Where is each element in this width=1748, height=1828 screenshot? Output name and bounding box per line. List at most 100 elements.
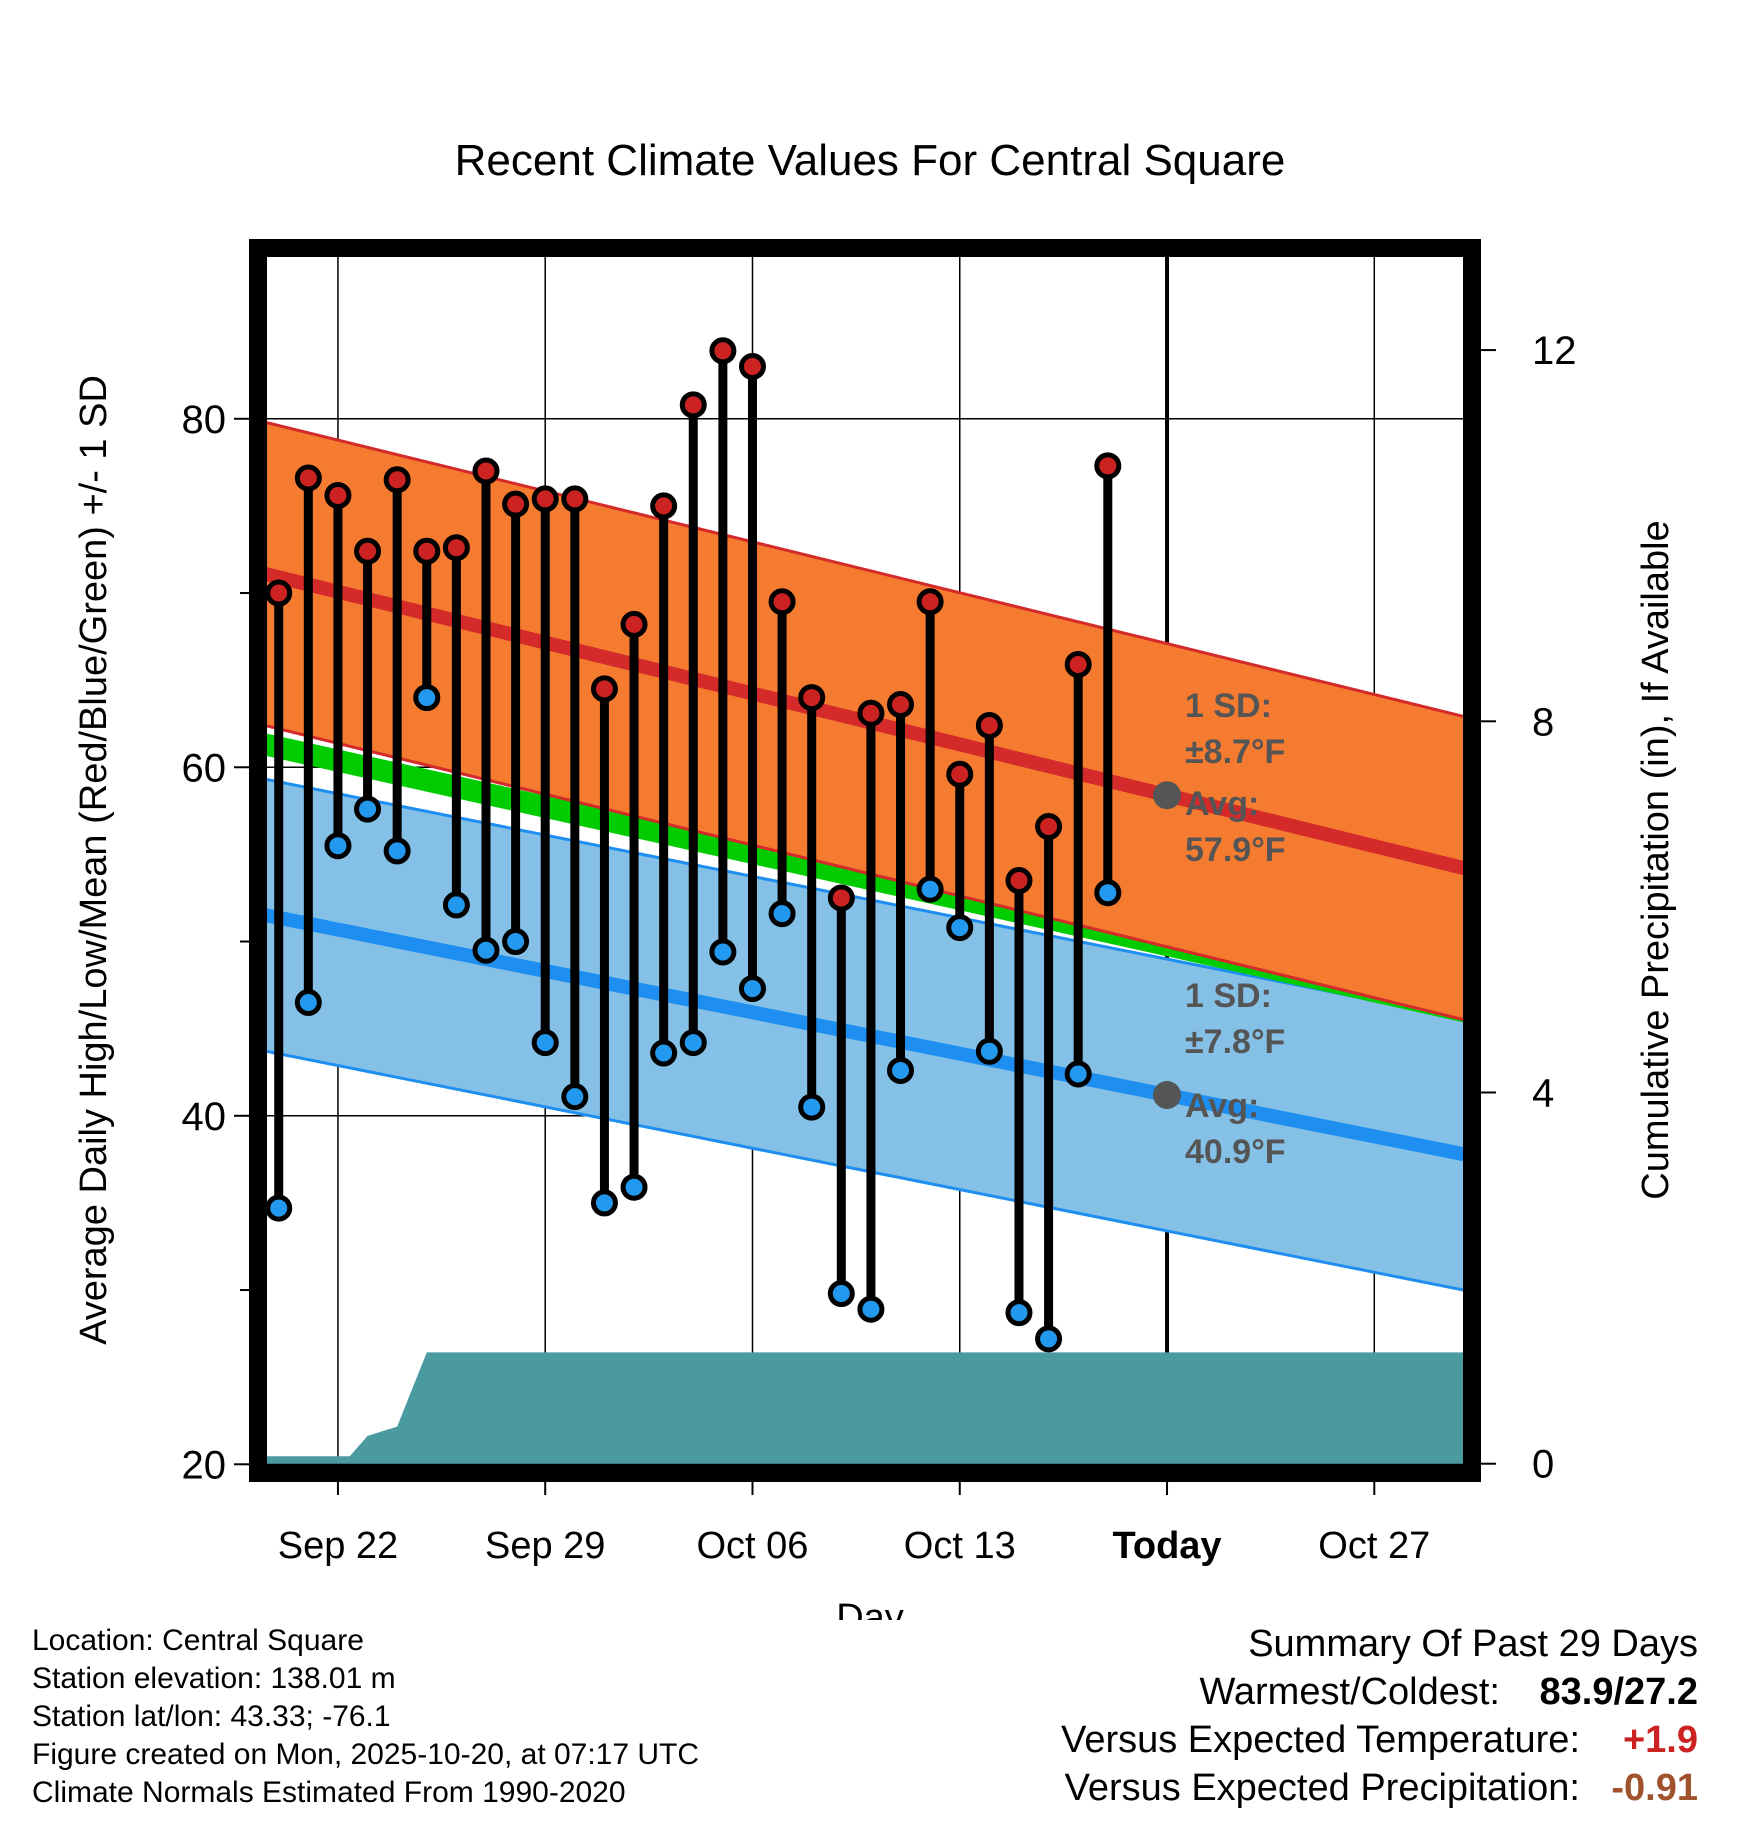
y-tick-label: 60 <box>182 746 227 790</box>
high-marker <box>1035 813 1063 841</box>
y-axis-label: Average Daily High/Low/Mean (Red/Blue/Gr… <box>73 375 115 1345</box>
high-marker <box>679 391 707 419</box>
low-marker <box>1035 1325 1063 1353</box>
low-marker <box>294 989 322 1017</box>
precip-area <box>258 1352 1472 1464</box>
low-marker <box>1064 1060 1092 1088</box>
high-marker <box>650 492 678 520</box>
high-marker <box>916 588 944 616</box>
low-sd-annotation: 1 SD: <box>1185 977 1272 1015</box>
elevation-text: Station elevation: 138.01 m <box>32 1662 396 1695</box>
y2-axis: 0 4 8 12 <box>1481 329 1577 1487</box>
high-marker <box>413 537 441 565</box>
high-marker <box>354 537 382 565</box>
x-tick-label: Oct 13 <box>904 1525 1016 1567</box>
y-axis: 20 40 60 80 <box>182 398 249 1487</box>
high-marker <box>294 464 322 492</box>
precip-row: Versus Expected Precipitation: -0.91 <box>1061 1764 1698 1812</box>
high-marker <box>324 481 352 509</box>
temp-row: Versus Expected Temperature: +1.9 <box>1061 1716 1698 1764</box>
x-tick-label: Oct 27 <box>1318 1525 1430 1567</box>
daily-markers <box>265 337 1122 1353</box>
climate-chart: Recent Climate Values For Central Square… <box>73 136 1677 1620</box>
low-marker <box>857 1295 885 1323</box>
x-tick-label: Oct 06 <box>697 1525 809 1567</box>
precip-value: -0.91 <box>1611 1767 1698 1809</box>
high-marker <box>709 337 737 365</box>
normal-annotations: 1 SD: ±8.7°F Avg: 57.9°F 1 SD: ±7.8°F Avg: 40.9… <box>1153 687 1286 1171</box>
low-marker <box>354 795 382 823</box>
low-marker <box>620 1173 648 1201</box>
high-marker <box>472 457 500 485</box>
low-avg-annotation: Avg: <box>1185 1087 1259 1125</box>
warm-cold-row: Warmest/Coldest: 83.9/27.2 <box>1061 1668 1698 1716</box>
station-info: Location: Central Square Station elevati… <box>32 1622 699 1812</box>
warm-cold-label: Warmest/Coldest: <box>1199 1671 1500 1713</box>
low-marker <box>472 936 500 964</box>
low-marker <box>887 1056 915 1084</box>
temp-label: Versus Expected Temperature: <box>1061 1719 1580 1761</box>
x-axis: Sep 22 Sep 29 Oct 06 Oct 13 Today Oct 27 <box>278 1482 1430 1567</box>
high-marker <box>946 760 974 788</box>
high-marker <box>442 534 470 562</box>
high-avg-annotation: Avg: <box>1185 785 1259 823</box>
precip-label: Versus Expected Precipitation: <box>1064 1767 1580 1809</box>
high-marker <box>975 711 1003 739</box>
high-avg-annotation: 57.9°F <box>1185 831 1286 869</box>
high-marker <box>502 490 530 518</box>
y-tick-label: 20 <box>182 1443 227 1487</box>
high-marker <box>561 485 589 513</box>
low-marker <box>650 1039 678 1067</box>
high-marker <box>768 588 796 616</box>
high-marker <box>383 466 411 494</box>
x-tick-label: Today <box>1112 1525 1221 1567</box>
high-marker <box>1094 452 1122 480</box>
high-marker <box>620 610 648 638</box>
latlon-text: Station lat/lon: 43.33; -76.1 <box>32 1700 391 1733</box>
high-sd-annotation: 1 SD: <box>1185 687 1272 725</box>
y2-tick-label: 12 <box>1532 329 1577 373</box>
high-marker <box>590 675 618 703</box>
x-axis-label: Day <box>836 1597 904 1620</box>
y2-tick-label: 4 <box>1532 1072 1554 1116</box>
low-marker <box>1005 1299 1033 1327</box>
y2-tick-label: 0 <box>1532 1443 1554 1487</box>
high-marker <box>887 691 915 719</box>
low-avg-annotation: 40.9°F <box>1185 1133 1286 1171</box>
normals-text: Climate Normals Estimated From 1990-2020 <box>32 1776 626 1809</box>
location-text: Location: Central Square <box>32 1624 364 1657</box>
low-marker <box>502 928 530 956</box>
summary-panel: Summary Of Past 29 Days Warmest/Coldest:… <box>1061 1620 1698 1812</box>
low-marker <box>768 900 796 928</box>
summary-heading: Summary Of Past 29 Days <box>1248 1623 1698 1665</box>
chart-title: Recent Climate Values For Central Square <box>455 136 1286 185</box>
high-marker <box>531 485 559 513</box>
temp-value: +1.9 <box>1622 1719 1698 1761</box>
y-tick-label: 40 <box>182 1095 227 1139</box>
low-marker <box>679 1029 707 1057</box>
high-avg-marker <box>1153 781 1182 810</box>
low-avg-marker <box>1153 1081 1182 1110</box>
low-marker <box>590 1189 618 1217</box>
high-marker <box>265 579 293 607</box>
plot-frame <box>249 239 1481 1482</box>
low-avg-line <box>258 906 1472 1163</box>
high-sd-annotation: ±8.7°F <box>1185 733 1285 771</box>
high-marker <box>857 699 885 727</box>
x-tick-label: Sep 29 <box>485 1525 605 1567</box>
daily-stems <box>274 350 1113 1339</box>
high-marker <box>798 684 826 712</box>
y-tick-label: 80 <box>182 398 227 442</box>
high-marker <box>1005 867 1033 895</box>
low-marker <box>531 1029 559 1057</box>
y2-axis-label: Cumulative Precipitation (in), If Availa… <box>1635 520 1677 1199</box>
precip-fill <box>258 1352 1472 1464</box>
low-marker <box>413 684 441 712</box>
low-marker <box>265 1194 293 1222</box>
low-marker <box>1094 879 1122 907</box>
high-marker <box>738 352 766 380</box>
low-marker <box>738 975 766 1003</box>
low-marker <box>916 875 944 903</box>
low-marker <box>324 832 352 860</box>
x-tick-label: Sep 22 <box>278 1525 398 1567</box>
